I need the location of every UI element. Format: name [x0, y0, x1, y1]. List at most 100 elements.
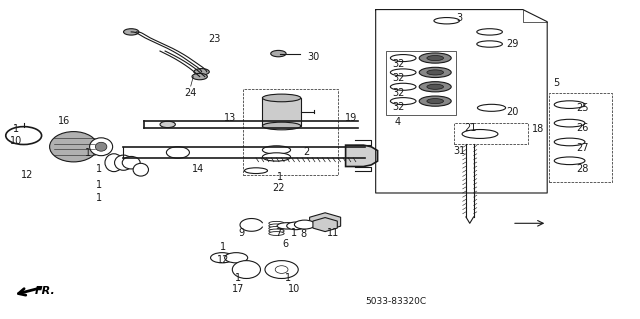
Text: 22: 22 — [272, 183, 285, 193]
Bar — [386, 51, 456, 115]
Ellipse shape — [262, 122, 301, 130]
Ellipse shape — [95, 142, 107, 151]
Ellipse shape — [90, 138, 113, 156]
Text: 11: 11 — [326, 228, 339, 238]
Text: 19: 19 — [344, 113, 357, 123]
Text: 1: 1 — [285, 272, 291, 283]
Ellipse shape — [477, 41, 502, 47]
Ellipse shape — [477, 104, 506, 111]
Text: 12: 12 — [20, 170, 33, 180]
Text: 24: 24 — [184, 87, 197, 98]
Ellipse shape — [271, 50, 286, 57]
Polygon shape — [310, 213, 340, 231]
Text: 10: 10 — [288, 284, 301, 294]
Polygon shape — [313, 218, 337, 232]
Text: 1: 1 — [85, 148, 92, 158]
Ellipse shape — [477, 29, 502, 35]
Bar — [549, 93, 612, 182]
Ellipse shape — [122, 156, 140, 169]
Text: 18: 18 — [531, 124, 544, 134]
Text: 9: 9 — [239, 228, 245, 238]
Ellipse shape — [211, 253, 234, 263]
Ellipse shape — [262, 153, 291, 161]
Ellipse shape — [419, 82, 451, 92]
Text: 6: 6 — [282, 239, 289, 249]
Text: 1: 1 — [291, 228, 298, 238]
Ellipse shape — [390, 69, 416, 76]
Ellipse shape — [434, 18, 460, 24]
Ellipse shape — [244, 168, 268, 174]
Ellipse shape — [269, 224, 284, 228]
Ellipse shape — [269, 232, 284, 235]
Text: 29: 29 — [506, 39, 518, 49]
Ellipse shape — [262, 94, 301, 102]
Text: 5033-83320C: 5033-83320C — [365, 297, 426, 306]
Text: 4: 4 — [395, 117, 401, 127]
Ellipse shape — [265, 261, 298, 278]
Bar — [243, 89, 338, 175]
Ellipse shape — [194, 69, 209, 75]
Ellipse shape — [462, 130, 498, 138]
Text: 23: 23 — [208, 34, 221, 44]
Text: 26: 26 — [576, 123, 589, 133]
Ellipse shape — [262, 146, 291, 154]
Text: 32: 32 — [392, 102, 404, 112]
Text: 25: 25 — [576, 103, 589, 113]
Ellipse shape — [232, 261, 260, 278]
Text: 1: 1 — [220, 242, 226, 252]
Text: 32: 32 — [392, 73, 404, 83]
Text: 1: 1 — [96, 164, 102, 174]
Text: 32: 32 — [392, 87, 404, 98]
Text: 14: 14 — [192, 164, 205, 174]
Text: 1: 1 — [96, 193, 102, 203]
Ellipse shape — [225, 253, 248, 263]
Text: 10: 10 — [10, 136, 22, 146]
Ellipse shape — [554, 157, 585, 165]
Ellipse shape — [419, 53, 451, 63]
Ellipse shape — [50, 131, 98, 162]
Text: 12: 12 — [216, 255, 229, 265]
Text: 7: 7 — [275, 228, 282, 238]
Text: 17: 17 — [232, 284, 244, 294]
Ellipse shape — [269, 229, 284, 233]
Ellipse shape — [427, 70, 444, 75]
Ellipse shape — [294, 220, 315, 229]
Text: FR.: FR. — [35, 286, 56, 296]
Text: 20: 20 — [506, 107, 518, 117]
Text: 1: 1 — [13, 124, 19, 134]
Ellipse shape — [390, 98, 416, 105]
Text: 2: 2 — [303, 146, 309, 157]
Ellipse shape — [390, 55, 416, 62]
Ellipse shape — [554, 119, 585, 127]
Ellipse shape — [427, 84, 444, 89]
Ellipse shape — [115, 155, 132, 170]
Ellipse shape — [554, 138, 585, 146]
Ellipse shape — [287, 222, 305, 230]
Text: 8: 8 — [300, 228, 307, 239]
Polygon shape — [346, 145, 378, 167]
Ellipse shape — [166, 147, 189, 158]
Text: 21: 21 — [464, 123, 477, 133]
Text: 1: 1 — [96, 180, 102, 190]
Text: 30: 30 — [307, 52, 320, 63]
Bar — [454, 123, 528, 144]
Text: 28: 28 — [576, 164, 589, 174]
Text: 1: 1 — [277, 172, 284, 182]
Text: 1: 1 — [235, 272, 241, 283]
Ellipse shape — [269, 221, 284, 225]
Ellipse shape — [390, 83, 416, 90]
Text: 31: 31 — [453, 145, 466, 156]
Ellipse shape — [427, 99, 444, 104]
Ellipse shape — [133, 163, 148, 176]
Text: 27: 27 — [576, 143, 589, 153]
Ellipse shape — [419, 67, 451, 78]
Text: 13: 13 — [224, 113, 237, 123]
Text: 5: 5 — [554, 78, 560, 88]
Ellipse shape — [160, 121, 175, 128]
Ellipse shape — [269, 226, 284, 230]
Ellipse shape — [277, 223, 298, 229]
Ellipse shape — [192, 73, 207, 80]
Text: 32: 32 — [392, 59, 404, 69]
Ellipse shape — [275, 266, 288, 273]
Ellipse shape — [427, 56, 444, 61]
